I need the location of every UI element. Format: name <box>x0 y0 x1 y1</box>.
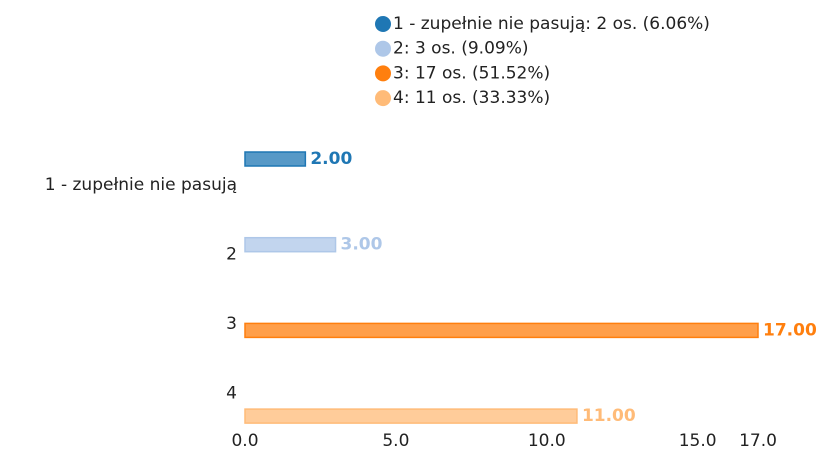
y-tick-label: 1 - zupełnie nie pasują <box>45 175 237 195</box>
legend-label: 4: 11 os. (33.33%) <box>393 88 550 108</box>
value-label: 11.00 <box>582 406 636 426</box>
bar <box>244 151 307 167</box>
y-tick-label: 2 <box>226 245 237 265</box>
legend-label: 2: 3 os. (9.09%) <box>393 39 529 59</box>
bar <box>244 322 759 339</box>
legend-label: 3: 17 os. (51.52%) <box>393 63 550 83</box>
legend-marker <box>375 16 391 32</box>
legend-marker <box>375 90 391 107</box>
x-tick-label: 15.0 <box>679 431 717 451</box>
x-tick-label: 10.0 <box>528 431 566 451</box>
value-label: 17.00 <box>763 320 817 340</box>
y-tick-label: 4 <box>226 384 237 404</box>
legend-label: 1 - zupełnie nie pasują: 2 os. (6.06%) <box>393 14 710 34</box>
legend-marker <box>375 65 391 82</box>
y-tick-label: 3 <box>226 314 237 334</box>
legend-marker <box>375 40 391 57</box>
x-tick-label: 0.0 <box>231 431 258 451</box>
bar <box>244 408 578 424</box>
x-tick-label: 5.0 <box>382 431 409 451</box>
x-tick-label: 17.0 <box>739 431 777 451</box>
value-label: 3.00 <box>341 235 383 255</box>
value-label: 2.00 <box>310 149 352 169</box>
bar <box>244 236 337 253</box>
